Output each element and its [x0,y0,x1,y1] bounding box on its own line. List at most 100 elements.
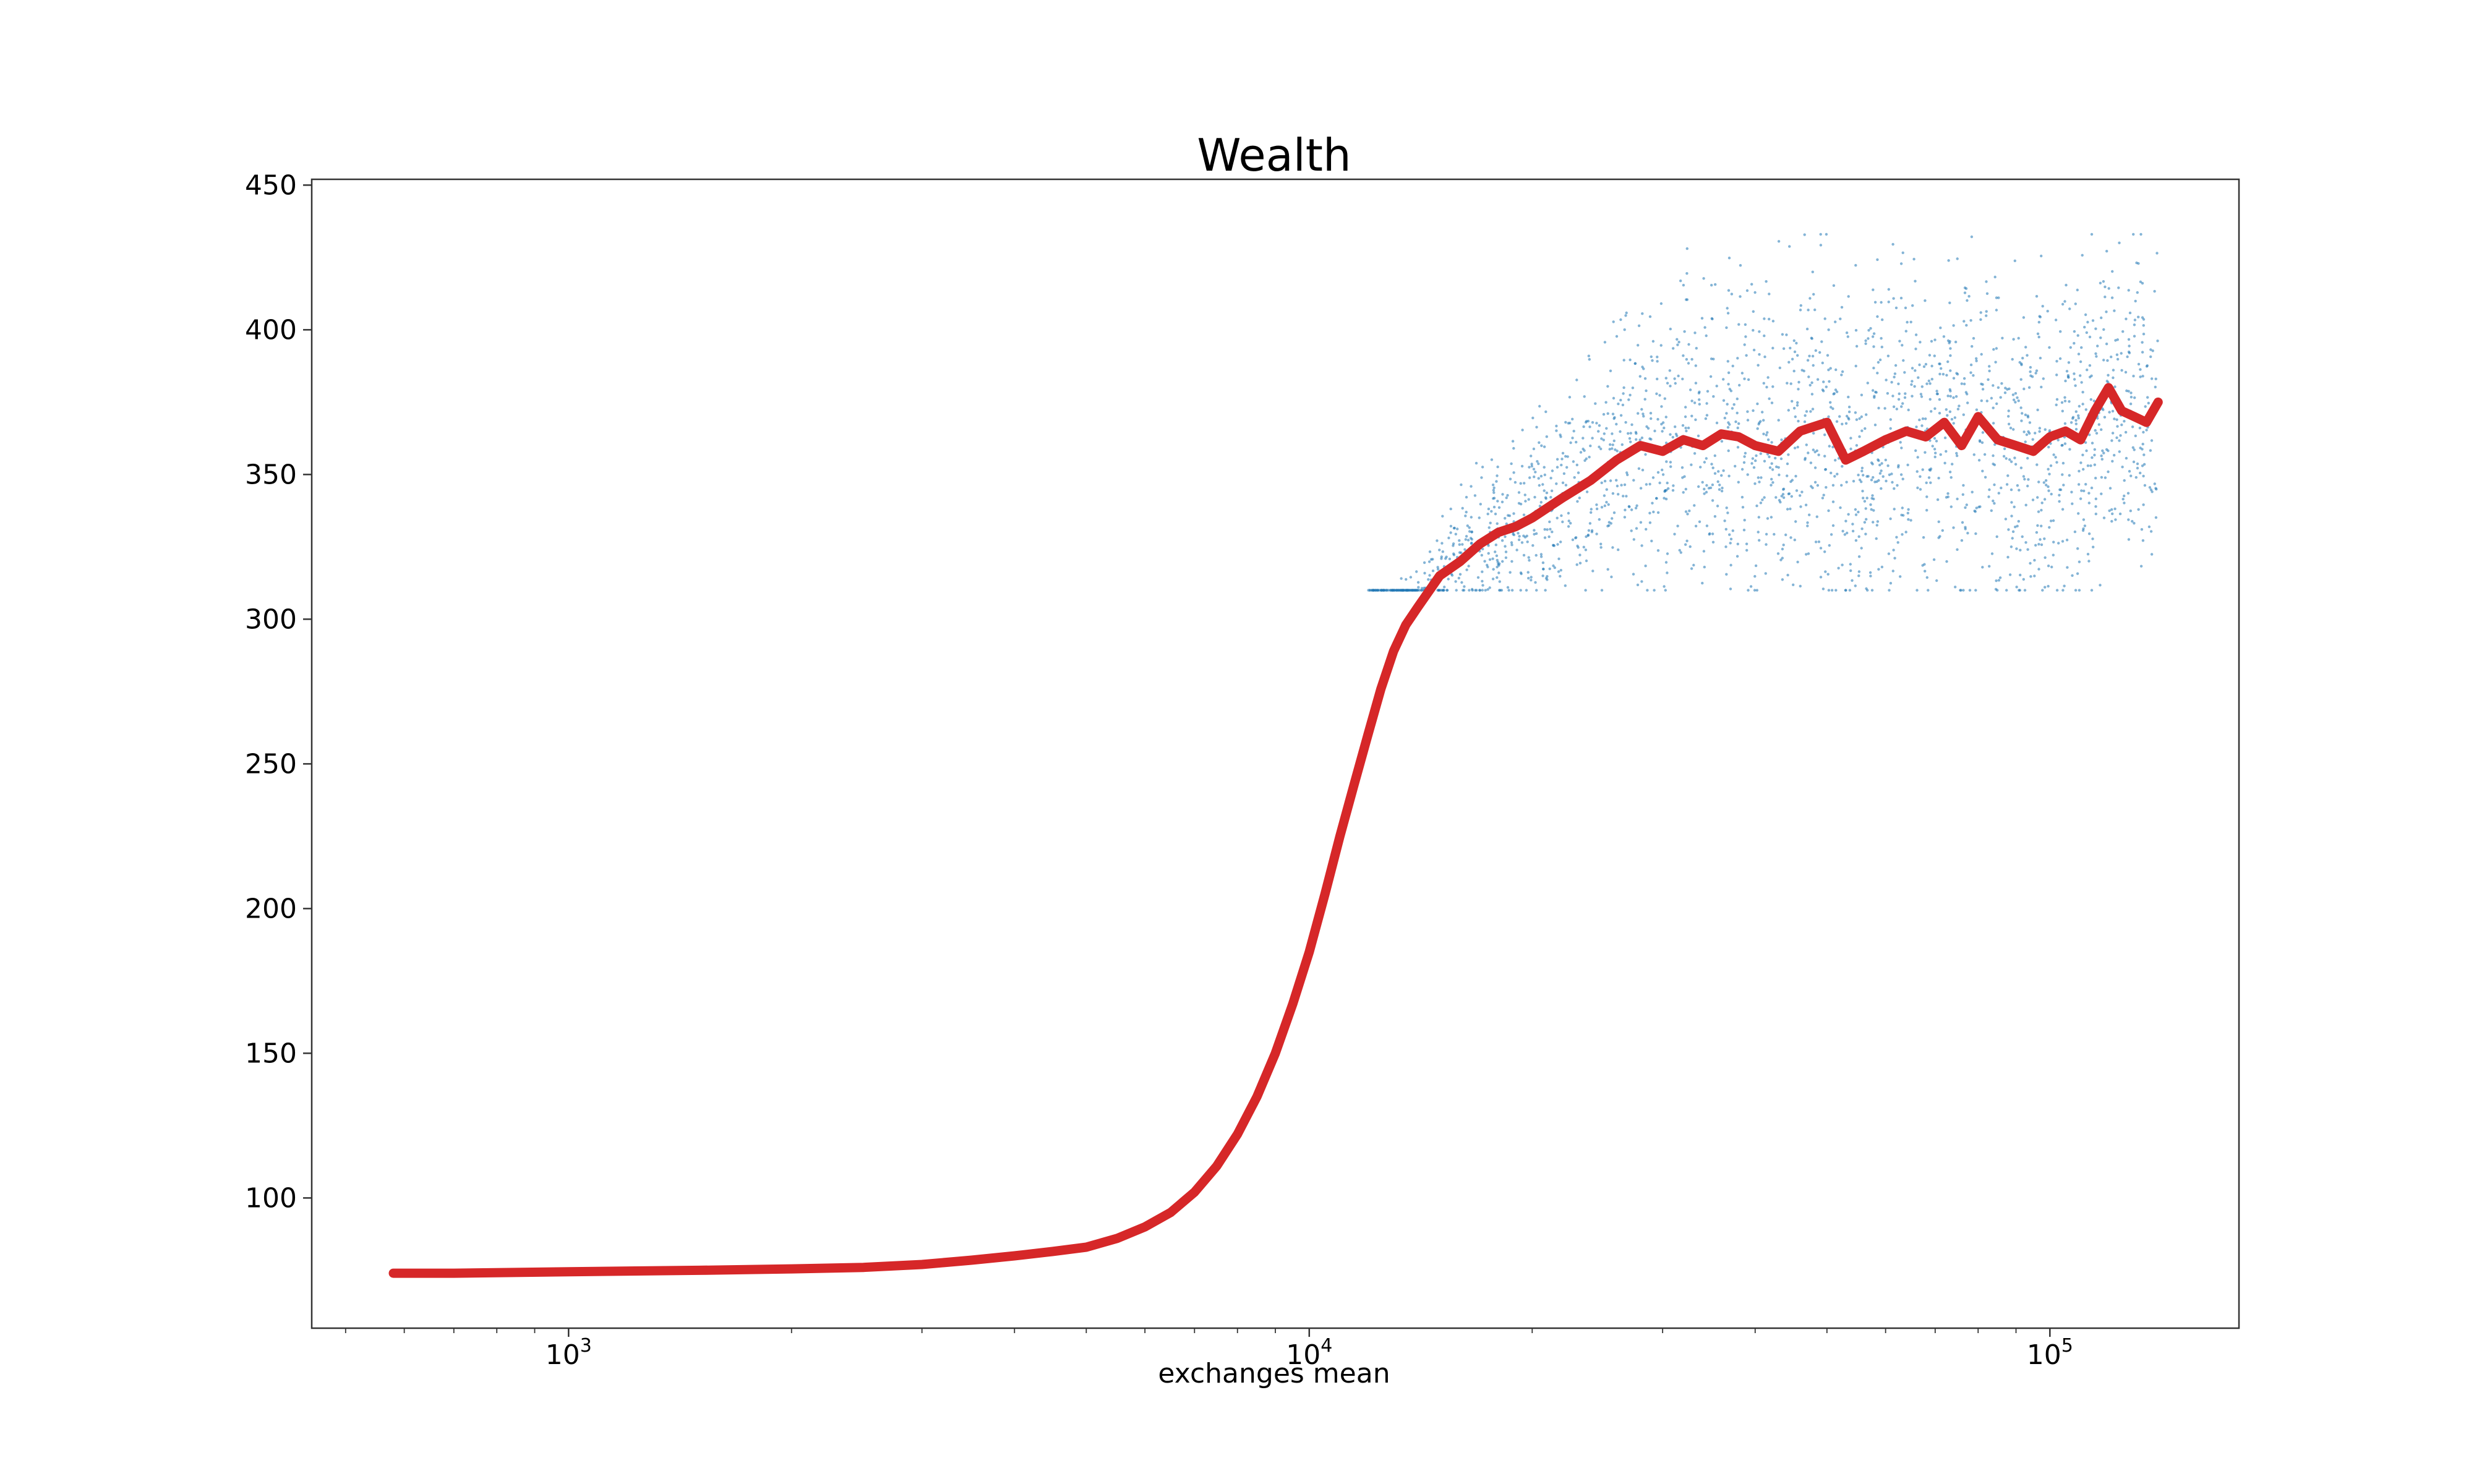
scatter-point [2018,360,2021,364]
scatter-point [1876,520,1880,523]
scatter-point [1736,411,1739,415]
scatter-point [1727,257,1731,260]
y-tick-label: 350 [245,459,297,490]
scatter-point [1705,457,1708,460]
scatter-point [1757,516,1760,519]
scatter-point [1887,288,1890,291]
scatter-point [2134,475,2138,479]
scatter-point [1635,438,1638,441]
scatter-point [1877,568,1880,571]
scatter-point [1725,326,1728,330]
scatter-point [1690,463,1693,466]
scatter-point [1782,347,1786,350]
scatter-point [1685,298,1689,301]
scatter-point [2024,413,2027,417]
scatter-point [1828,380,1831,383]
scatter-point [1911,380,1914,383]
scatter-point [1872,367,1875,370]
scatter-point [1962,484,1965,487]
scatter-point [1946,414,1949,417]
scatter-point [1684,415,1687,419]
scatter-point [1847,406,1851,409]
scatter-point [1834,368,1838,372]
scatter-point [2073,372,2076,375]
scatter-point [2001,336,2004,339]
scatter-point [2141,341,2144,344]
scatter-point [1641,365,1644,369]
scatter-point [1758,330,1761,333]
scatter-point [1484,589,1487,592]
scatter-point [2037,510,2040,513]
scatter-point [1952,422,1955,425]
scatter-point [1729,587,1732,591]
scatter-point [1864,507,1867,510]
scatter-point [1680,466,1684,469]
scatter-point [1635,432,1638,435]
scatter-point [2146,364,2149,367]
y-tick-label: 250 [245,748,297,780]
scatter-point [2013,259,2016,262]
scatter-point [2085,449,2088,453]
scatter-point [1837,566,1840,569]
scatter-point [1523,493,1526,497]
scatter-point [1876,372,1879,375]
scatter-point [1666,481,1669,485]
scatter-point [1679,279,1682,283]
scatter-point [1782,488,1785,491]
scatter-point [1567,525,1570,528]
scatter-point [2113,454,2116,457]
scatter-point [1722,399,1726,402]
scatter-point [1512,446,1515,450]
scatter-point [1595,507,1599,511]
scatter-point [2047,489,2050,492]
scatter-point [1475,461,1478,465]
scatter-point [1873,396,1876,399]
scatter-point [1428,574,1431,577]
scatter-point [1872,475,1875,479]
scatter-point [1537,477,1540,480]
scatter-point [1755,454,1758,458]
scatter-point [1971,345,1974,348]
scatter-point [2041,589,2044,592]
scatter-point [1773,532,1776,536]
scatter-point [1415,589,1418,592]
scatter-point [2125,389,2128,393]
scatter-point [1787,453,1790,456]
scatter-point [1990,396,1993,400]
scatter-point [1491,484,1495,487]
scatter-point [1946,495,1950,498]
scatter-point [1620,443,1624,446]
scatter-point [1945,408,1948,411]
scatter-point [2000,486,2003,490]
scatter-point [1549,527,1552,531]
scatter-point [1927,589,1930,592]
scatter-point [1687,362,1690,365]
scatter-point [2012,398,2016,401]
scatter-point [1709,375,1713,378]
scatter-point [1715,385,1718,388]
scatter-point [2126,492,2130,495]
scatter-point [1685,539,1689,542]
scatter-point [1573,476,1576,479]
scatter-point [1765,280,1768,283]
scatter-point [1975,506,1978,510]
scatter-point [1899,262,1903,265]
scatter-point [1740,372,1744,375]
scatter-point [1963,382,1966,386]
scatter-point [1504,545,1507,548]
scatter-point [1428,550,1432,553]
scatter-point [2094,505,2097,508]
scatter-point [1541,561,1545,565]
scatter-point [2011,537,2014,540]
scatter-point [2111,459,2114,463]
scatter-point [1712,395,1715,398]
scatter-point [1720,440,1724,443]
scatter-point [2082,518,2086,521]
scatter-point [1828,445,1831,448]
scatter-point [1869,326,1872,330]
scatter-point [1638,375,1641,378]
scatter-point [2042,377,2045,380]
scatter-point [2003,391,2007,394]
scatter-point [1538,484,1541,487]
